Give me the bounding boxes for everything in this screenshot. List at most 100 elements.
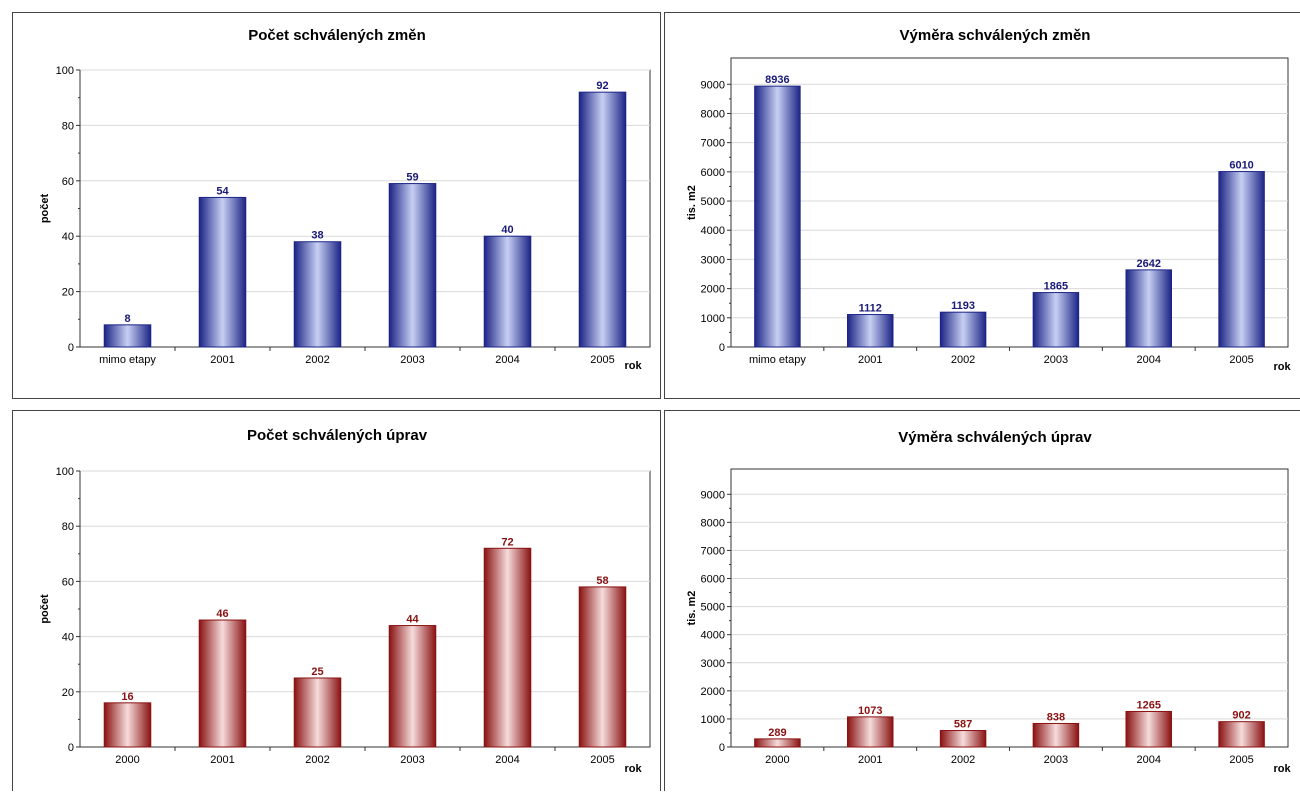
y-tick-label: 80 <box>62 521 74 533</box>
chart-panel-vymera-uprav: Výměra schválených úprav 0 1000 2000 3000 400… <box>664 410 1300 791</box>
bar <box>483 547 532 748</box>
x-tick-label: 2002 <box>305 754 329 766</box>
y-tick-label: 8000 <box>701 517 725 529</box>
bar <box>103 702 152 748</box>
x-tick-label: 2001 <box>858 354 882 366</box>
y-tick-label: 8000 <box>701 108 725 120</box>
x-tick-label: 2004 <box>495 754 519 766</box>
bar <box>578 91 627 348</box>
chart-title: Výměra schválených změn <box>900 27 1091 44</box>
data-label: 289 <box>768 727 786 739</box>
y-tick-label: 1000 <box>701 313 725 325</box>
x-tick-label: 2001 <box>210 354 234 366</box>
data-label: 1193 <box>951 300 975 312</box>
y-tick-label: 7000 <box>701 545 725 557</box>
chart-panel-pocet-zmen: Počet schválených změn 0 20 40 60 80 100 8 mimo … <box>12 12 661 399</box>
x-tick-label: 2002 <box>951 754 975 766</box>
y-tick-label: 40 <box>62 632 74 644</box>
data-label: 6010 <box>1229 160 1253 172</box>
data-label: 92 <box>596 80 608 92</box>
x-tick-label: 2000 <box>115 754 139 766</box>
data-label: 46 <box>216 608 228 620</box>
x-tick-label: 2002 <box>951 354 975 366</box>
bar <box>939 730 987 748</box>
data-label: 25 <box>311 666 323 678</box>
x-tick-label: mimo etapy <box>99 354 156 366</box>
chart-vymera-uprav: Výměra schválených úprav 0 1000 2000 3000 400… <box>686 429 1291 775</box>
y-tick-label: 6000 <box>701 574 725 586</box>
data-label: 902 <box>1232 710 1250 722</box>
x-tick-label: 2005 <box>590 754 614 766</box>
chart-pocet-uprav: Počet schválených úprav 0 20 40 60 80 100 16 200… <box>39 427 651 775</box>
y-tick-label: 100 <box>56 65 74 77</box>
data-label: 40 <box>501 224 513 236</box>
data-label: 72 <box>501 536 513 548</box>
y-tick-label: 0 <box>719 742 725 754</box>
y-tick-label: 2000 <box>701 686 725 698</box>
plot-area <box>79 69 651 348</box>
x-tick-label: 2002 <box>305 354 329 366</box>
bar <box>1125 710 1172 748</box>
data-label: 38 <box>311 230 323 242</box>
y-tick-label: 0 <box>68 342 74 354</box>
x-tick-label: 2004 <box>1137 354 1161 366</box>
y-axis-label: tis. m2 <box>686 185 698 220</box>
bar <box>293 241 342 348</box>
data-label: 59 <box>406 172 418 184</box>
data-label: 587 <box>954 719 972 731</box>
y-tick-label: 4000 <box>701 225 725 237</box>
y-tick-label: 7000 <box>701 138 725 150</box>
y-tick-label: 5000 <box>701 602 725 614</box>
bar <box>1032 722 1080 748</box>
data-label: 58 <box>596 575 608 587</box>
x-tick-label: 2000 <box>765 754 789 766</box>
y-tick-label: 0 <box>719 342 725 354</box>
y-tick-label: 100 <box>56 466 74 478</box>
x-tick-label: 2003 <box>400 354 424 366</box>
chart-panel-pocet-uprav: Počet schválených úprav 0 20 40 60 80 100 16 200… <box>12 410 661 791</box>
y-tick-label: 20 <box>62 687 74 699</box>
y-tick-label: 4000 <box>701 630 725 642</box>
y-axis-label: počet <box>39 594 51 624</box>
bar <box>754 738 801 748</box>
x-axis-label: rok <box>1273 361 1291 373</box>
y-axis-label: počet <box>39 193 51 223</box>
chart-pocet-zmen: Počet schválených změn 0 20 40 60 80 100 8 mimo … <box>39 27 651 372</box>
chart-vymera-zmen: Výměra schválených změn 0 1000 2000 3000 4000… <box>686 27 1291 373</box>
plot-area <box>79 470 651 748</box>
chart-title: Počet schválených úprav <box>247 427 428 444</box>
bar <box>1032 292 1080 348</box>
y-tick-label: 20 <box>62 287 74 299</box>
data-label: 8 <box>124 313 130 325</box>
data-label: 44 <box>406 614 419 626</box>
bar <box>483 235 532 348</box>
x-tick-label: 2004 <box>1137 754 1161 766</box>
y-tick-label: 2000 <box>701 284 725 296</box>
y-tick-label: 6000 <box>701 167 725 179</box>
bar <box>293 677 342 748</box>
data-label: 54 <box>216 185 229 197</box>
data-label: 1073 <box>858 705 882 717</box>
data-label: 1112 <box>859 303 882 315</box>
y-tick-label: 1000 <box>701 714 725 726</box>
x-tick-label: 2004 <box>495 354 519 366</box>
y-tick-label: 3000 <box>701 658 725 670</box>
bar <box>1218 721 1265 748</box>
x-tick-label: 2001 <box>210 754 234 766</box>
data-label: 1265 <box>1137 699 1161 711</box>
data-label: 838 <box>1047 711 1065 723</box>
x-axis-label: rok <box>624 763 642 775</box>
x-tick-label: 2001 <box>858 754 882 766</box>
x-axis-label: rok <box>624 360 642 372</box>
x-tick-label: 2003 <box>400 754 424 766</box>
plot-area <box>730 468 1289 748</box>
chart-title: Počet schválených změn <box>248 27 426 44</box>
bar <box>578 586 627 748</box>
y-tick-label: 60 <box>62 576 74 588</box>
data-label: 2642 <box>1137 258 1161 270</box>
x-axis-label: rok <box>1273 763 1291 775</box>
bar <box>754 85 801 348</box>
bar <box>198 619 247 748</box>
bar <box>198 196 247 348</box>
data-label: 1865 <box>1044 281 1068 293</box>
